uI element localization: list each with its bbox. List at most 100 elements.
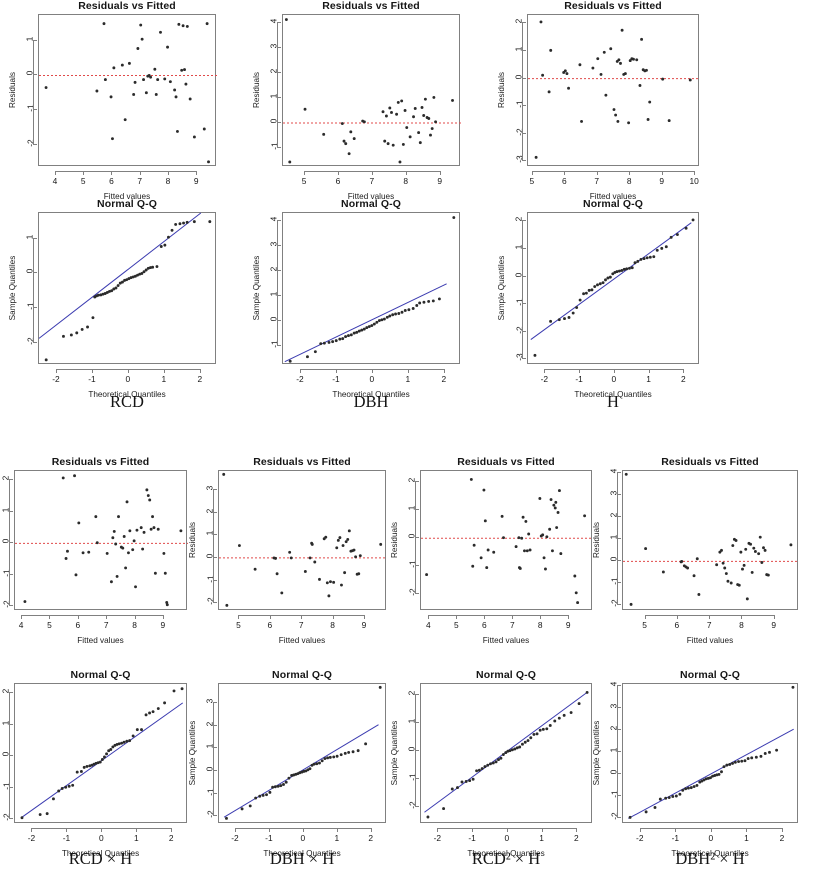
data-point	[548, 527, 552, 531]
data-point	[695, 783, 699, 787]
plot-area	[282, 14, 461, 166]
x-tick-label: 2	[368, 833, 374, 843]
data-point	[57, 789, 61, 793]
data-point	[318, 577, 321, 581]
data-point	[163, 571, 167, 575]
data-point	[344, 142, 348, 146]
data-point	[548, 723, 552, 727]
data-point	[555, 526, 559, 530]
plot-panel-rcd2h-qq: Normal Q-Q -2 -1 0 1 2 -2 -1 0 1 2 Theoretical Quan…	[390, 669, 592, 858]
data-point	[464, 779, 468, 783]
data-point	[343, 571, 347, 575]
data-point	[308, 556, 312, 560]
data-point	[418, 141, 422, 145]
data-point	[343, 751, 347, 755]
data-point	[313, 560, 317, 564]
y-tick	[617, 707, 621, 709]
y-tick	[617, 516, 621, 518]
x-tick-label: 8	[132, 620, 137, 630]
data-point	[460, 780, 464, 784]
data-point	[418, 301, 422, 305]
y-axis-label: Sample Quantiles	[390, 720, 399, 786]
data-point	[578, 63, 582, 67]
group-label-h: H	[607, 392, 619, 411]
x-tick-label: 9	[659, 176, 665, 186]
data-point	[504, 751, 508, 755]
plot-title: Residuals vs Fitted	[51, 456, 150, 468]
data-point	[563, 69, 567, 73]
qq-reference-line	[38, 212, 202, 339]
y-tick	[213, 556, 217, 558]
y-axis-label: Residuals	[497, 72, 506, 108]
data-point	[398, 160, 402, 164]
x-tick	[531, 171, 533, 175]
data-point	[149, 266, 152, 270]
data-point	[306, 355, 309, 359]
data-point	[81, 551, 85, 555]
data-point	[598, 282, 602, 286]
data-point	[514, 545, 518, 549]
y-tick	[9, 542, 13, 544]
data-point	[724, 572, 728, 575]
data-point	[557, 318, 561, 322]
x-tick	[21, 615, 23, 619]
x-tick-label: -2	[27, 833, 36, 843]
data-point	[538, 496, 542, 500]
data-point	[180, 687, 184, 691]
data-point	[617, 58, 621, 62]
data-point	[127, 61, 131, 65]
x-tick	[167, 171, 169, 175]
plot-area	[420, 470, 593, 610]
data-point	[574, 591, 578, 595]
data-point	[185, 220, 189, 224]
y-tick	[415, 481, 419, 483]
y-axis-label: Residuals	[188, 522, 197, 558]
x-axis-label: Fitted values	[77, 636, 124, 645]
x-tick	[613, 369, 615, 373]
x-tick	[437, 828, 439, 832]
y-tick	[33, 109, 37, 110]
data-point	[288, 550, 292, 554]
data-point	[180, 68, 184, 72]
x-tick-label: 9	[160, 620, 166, 630]
data-point	[452, 216, 456, 219]
y-tick	[415, 509, 419, 511]
data-point	[258, 794, 262, 798]
data-point	[61, 476, 65, 480]
x-axis-label: Theoretical Quantiles	[574, 390, 652, 399]
data-point	[162, 551, 166, 555]
data-point	[127, 277, 131, 281]
data-point	[648, 255, 652, 259]
x-tick	[746, 828, 748, 832]
x-tick-label: -1	[265, 833, 273, 843]
data-point	[523, 549, 526, 553]
data-point	[380, 318, 384, 322]
data-point	[352, 137, 356, 141]
data-point	[349, 130, 353, 134]
data-point	[427, 299, 431, 303]
data-point	[71, 783, 75, 787]
x-tick-label: 1	[334, 833, 340, 843]
data-point	[378, 685, 382, 689]
data-point	[653, 806, 657, 809]
data-point	[400, 310, 404, 314]
x-tick-label: 8	[626, 176, 632, 186]
x-tick-label: 6	[335, 176, 341, 186]
data-point	[347, 750, 351, 754]
data-point	[172, 689, 176, 693]
x-tick	[541, 828, 543, 832]
data-point	[526, 739, 530, 743]
data-point	[131, 734, 135, 738]
y-axis-label: Residuals	[390, 522, 399, 558]
x-axis-label: Fitted values	[482, 636, 530, 645]
x-tick	[661, 171, 663, 175]
data-point	[207, 160, 210, 164]
data-point	[744, 547, 748, 551]
data-point	[322, 341, 326, 345]
x-tick-label: -2	[231, 833, 239, 843]
data-point	[723, 566, 727, 570]
x-axis-label: Theoretical Quantiles	[263, 849, 341, 858]
data-point	[577, 702, 581, 706]
data-point	[559, 552, 563, 556]
y-tick	[522, 358, 526, 360]
